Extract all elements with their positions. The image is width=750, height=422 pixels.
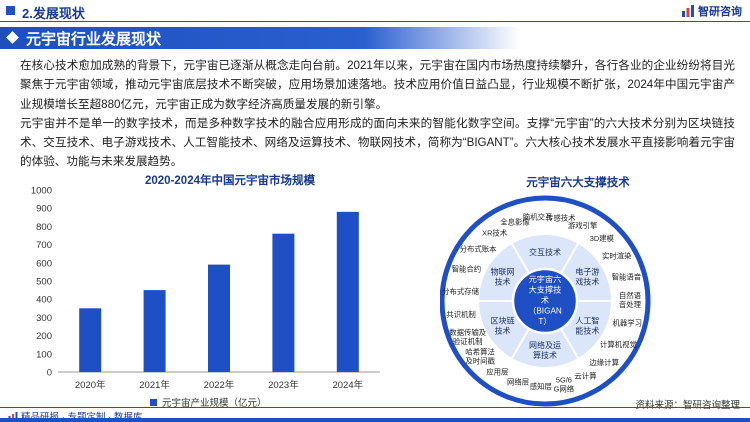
y-tick-label: 400 [36, 295, 52, 306]
footer-divider [0, 407, 750, 408]
header-divider [0, 21, 750, 22]
outer-tech-label: 感知层 [530, 382, 552, 391]
top-bar: 2.发展现状 智研咨询 [0, 0, 750, 24]
outer-tech-label: 5G/6 [556, 375, 572, 384]
bottom-accent-bar [0, 418, 750, 422]
y-tick-label: 500 [36, 277, 52, 288]
center-label: T） [538, 317, 551, 326]
brand-logo-icon [682, 5, 694, 17]
center-label: 术 [541, 295, 549, 305]
brand[interactable]: 智研咨询 [681, 3, 742, 19]
inner-tech-label: 人工智 [575, 316, 599, 326]
inner-tech-label: 区块链 [491, 316, 515, 326]
outer-tech-label: 智能语音 [612, 273, 642, 282]
outer-tech-label: 机器学习 [612, 318, 642, 327]
section-label: 2.发展现状 [22, 6, 85, 21]
legend-label: 元宇宙产业规模（亿元） [162, 398, 267, 409]
center-label: 元宇宙六 [529, 274, 562, 284]
outer-tech-label: 智能合约 [452, 265, 482, 274]
x-tick-label: 2023年 [268, 379, 299, 391]
y-tick-label: 700 [36, 240, 52, 251]
outer-tech-label: 分布式存储 [442, 287, 480, 296]
source-note: 资料来源：智研咨询整理 [635, 400, 740, 411]
title-banner: 元宇宙行业发展现状 [0, 27, 520, 49]
paragraph-2: 元宇宙并不是单一的数字技术，而是多种数字技术的融合应用形成的面向未来的智能化数字… [20, 116, 735, 169]
outer-tech-label: 计算机视觉 [600, 340, 637, 349]
outer-tech-label: 脑机交互 [523, 212, 553, 221]
bar-chart: 0 100 200 300 400 500 600 700 800 900 1000 2020年 202… [31, 186, 380, 391]
inner-tech-label: 网络及运 [529, 340, 561, 350]
bar [208, 264, 230, 372]
inner-tech-label: 技术 [495, 277, 511, 287]
sector-divider [510, 326, 531, 360]
sector-divider [510, 242, 531, 276]
outer-tech-label: 应用层 [486, 367, 508, 376]
y-tick-label: 900 [36, 204, 52, 215]
outer-tech-label: 实时渲染 [602, 251, 632, 260]
inner-tech-label: 能技术 [575, 326, 599, 336]
outer-tech-label: 游戏引擎 [568, 221, 598, 230]
bar [336, 211, 359, 372]
outer-tech-label: 3D建模 [590, 234, 615, 243]
outer-tech-label: 哈希算法 [465, 347, 495, 356]
outer-tech-label: 网络层 [507, 378, 529, 387]
footer-tagline: 精品研报 · 专题定制 · 数据库 [21, 412, 143, 422]
bar [143, 290, 166, 372]
brand-name: 智研咨询 [698, 6, 742, 18]
y-tick-label: 200 [36, 331, 52, 342]
sector-divider [559, 326, 580, 360]
y-tick-label: 600 [36, 258, 52, 269]
outer-tech-label: G网络 [554, 384, 575, 393]
outer-tech-label: 云计算 [574, 372, 596, 381]
outer-tech-label: 数据传输及 [449, 328, 487, 337]
chart-legend: 元宇宙产业规模（亿元） [150, 395, 267, 409]
page-title: 元宇宙行业发展现状 [26, 31, 162, 48]
center-core [511, 267, 579, 335]
diagram-title: 元宇宙六大支撑技术 [526, 177, 630, 189]
sector-divider [559, 242, 580, 276]
inner-tech-label: 戏技术 [575, 277, 599, 287]
center-label: 大支撑技 [529, 285, 562, 295]
inner-tech-label: 算技术 [533, 350, 557, 360]
chart-title: 2020-2024年中国元宇宙市场规模 [145, 175, 315, 187]
y-tick-label: 300 [36, 313, 52, 324]
outer-tech-label: 分布式账本 [460, 245, 498, 254]
y-tick-label: 0 [47, 368, 52, 379]
tech-ring-diagram: 元宇宙六大支撑技术 （BIGANT） 交互技术电子游戏技术人工智能技术网络及运算技术… [440, 195, 651, 407]
x-tick-label: 2021年 [139, 379, 170, 391]
diamond-icon [6, 31, 19, 44]
body-text: 在核心技术愈加成熟的背景下，元宇宙已逐渐从概念走向台前。2021年以来，元宇宙在… [20, 56, 735, 172]
outer-tech-label: 音处理 [619, 300, 642, 309]
outer-tech-label: 自然语 [619, 291, 642, 300]
paragraph-1: 在核心技术愈加成熟的背景下，元宇宙已逐渐从概念走向台前。2021年以来，元宇宙在… [20, 59, 735, 111]
outer-tech-label: 及时间戳 [465, 356, 495, 365]
inner-tech-label: 电子游 [575, 267, 599, 277]
x-tick-label: 2024年 [332, 379, 363, 391]
y-tick-label: 1000 [31, 186, 52, 197]
bar [272, 233, 295, 372]
outer-tech-label: 边缘计算 [589, 358, 619, 367]
outer-tech-label: XR技术 [482, 228, 508, 237]
center-label: （BIGAN [528, 307, 562, 316]
outer-tech-label: 全息影像 [500, 217, 530, 226]
x-tick-label: 2022年 [204, 379, 235, 391]
y-tick-label: 800 [36, 222, 52, 233]
y-tick-label: 100 [36, 349, 52, 360]
bar [79, 308, 102, 372]
outer-tech-label: 共识机制 [446, 310, 476, 319]
inner-tech-label: 物联网 [491, 267, 515, 277]
outer-tech-label: 验证机制 [453, 337, 483, 346]
x-tick-label: 2020年 [75, 379, 106, 391]
inner-tech-label: 技术 [495, 326, 511, 336]
legend-swatch [150, 398, 157, 406]
inner-tech-label: 交互技术 [529, 247, 561, 257]
outer-tech-label: 传感技术 [546, 213, 576, 222]
section-marker-icon [6, 6, 15, 15]
